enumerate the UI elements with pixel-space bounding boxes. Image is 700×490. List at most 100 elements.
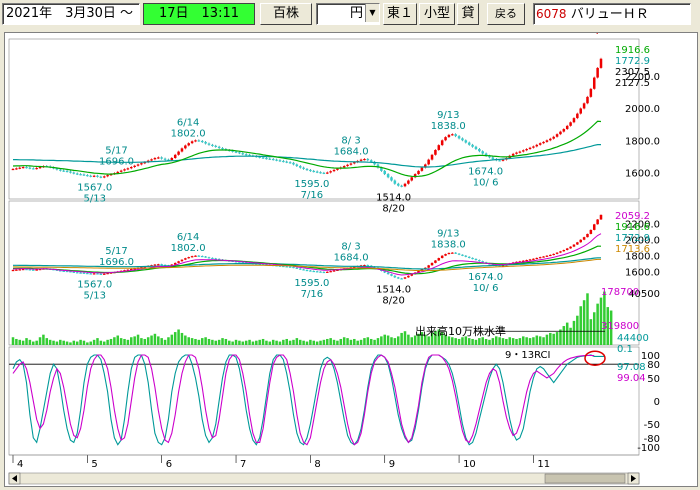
panel2-candle <box>464 255 468 257</box>
panel2-candle <box>565 248 569 251</box>
volume-bar <box>596 303 599 345</box>
panel1-candle <box>278 160 282 162</box>
panel1-candle <box>369 160 373 162</box>
panel1-candle <box>481 151 484 154</box>
volume-bar <box>464 336 468 345</box>
panel2-candle <box>407 275 410 278</box>
panel2-axis-tick: 2200.0 <box>625 219 660 230</box>
volume-bar <box>396 336 400 345</box>
volume-bar <box>606 307 610 345</box>
panel1-annotation-date: 9/13 <box>437 110 459 121</box>
volume-bar <box>302 340 305 345</box>
panel1-candle <box>265 158 268 160</box>
panel1-candle <box>261 157 265 159</box>
panel2-candle <box>140 267 143 269</box>
panel2-candle <box>329 271 332 273</box>
panel2-ma-orange-line <box>13 258 601 272</box>
volume-legend-value: 178700 <box>601 287 639 298</box>
panel2-ma-long-line <box>13 257 601 270</box>
panel1-candle <box>484 153 488 156</box>
panel1-annotation-value: 1838.0 <box>431 121 466 132</box>
panel2-candle <box>386 272 390 275</box>
rci-legend-value: 97.08 <box>617 362 646 373</box>
panel2-candle <box>410 274 414 276</box>
volume-bar <box>491 338 495 345</box>
panel1-candle <box>403 183 407 187</box>
volume-bar <box>407 334 410 345</box>
market-text: 東１ <box>386 6 413 21</box>
panel1-legend-value: 1916.6 <box>615 45 650 56</box>
date-from-field[interactable]: 2021年 3月30日 ～ <box>2 3 140 25</box>
panel2-candle <box>393 275 397 278</box>
panel1-candle <box>72 172 76 174</box>
volume-bar <box>494 336 498 345</box>
panel2-candle <box>467 256 471 258</box>
panel2-ma-magenta-line <box>12 233 602 276</box>
panel1-candle <box>576 113 579 119</box>
panel1-candle <box>207 143 211 145</box>
panel2-candle <box>549 254 552 257</box>
panel1-candle <box>288 162 292 164</box>
panel2-candle <box>542 256 545 258</box>
panel1-candle <box>21 167 25 169</box>
rci-9-line <box>12 354 605 446</box>
panel1-candle <box>157 157 160 159</box>
panel2-candle <box>278 265 282 267</box>
volume-bar <box>572 320 576 345</box>
volume-bar <box>298 339 302 345</box>
panel1-candle <box>25 167 28 169</box>
panel1-candle <box>96 175 99 177</box>
volume-bar <box>349 339 353 345</box>
panel1-ma-short-line <box>12 120 602 178</box>
volume-bar <box>285 338 288 345</box>
panel1-candle <box>241 153 245 155</box>
volume-bar <box>454 338 457 345</box>
volume-bar <box>592 312 596 345</box>
panel2-candle <box>478 259 481 262</box>
panel1-candle <box>528 147 532 149</box>
volume-bar <box>241 341 245 345</box>
panel2-axis-tick: 1600.0 <box>625 268 660 279</box>
panel1-candle <box>295 164 299 167</box>
price-panel-1-frame <box>8 38 640 200</box>
volume-bar <box>437 329 441 345</box>
panel1-candle <box>62 170 65 172</box>
volume-bar <box>386 335 390 345</box>
panel1-candle <box>55 168 59 170</box>
volume-bar <box>173 332 177 345</box>
volume-bar <box>35 340 38 345</box>
panel1-candle <box>373 161 376 165</box>
panel1-candle <box>413 174 417 178</box>
panel2-candle <box>528 259 532 261</box>
volume-bar <box>167 337 170 345</box>
panel1-annotation-date: 7/16 <box>301 190 323 201</box>
volume-bar <box>549 332 552 345</box>
chevron-down-icon[interactable]: ▼ <box>365 4 379 22</box>
volume-bar <box>18 339 22 345</box>
volume-bar <box>217 339 221 345</box>
panel2-candle <box>234 261 238 263</box>
date-to-field[interactable]: 17日 13:11 <box>143 3 255 25</box>
panel1-candle <box>116 171 120 174</box>
panel2-candle <box>522 260 525 262</box>
panel2-candle <box>18 269 22 271</box>
back-button[interactable]: 戻る <box>487 3 525 25</box>
stock-code-field[interactable]: 6078 バリューＨＲ <box>533 3 691 25</box>
volume-bar <box>143 338 147 345</box>
panel1-candle <box>32 168 35 170</box>
panel2-axis-tick: 1800.0 <box>625 252 660 263</box>
volume-bar <box>89 341 92 345</box>
panel1-candle <box>238 152 241 154</box>
volume-bar <box>518 338 522 345</box>
panel1-candle <box>173 154 177 158</box>
panel2-candle <box>400 278 403 280</box>
panel1-candle <box>525 148 528 151</box>
panel1-candle <box>386 174 390 178</box>
panel2-legend-value: 1772.9 <box>615 233 650 244</box>
panel1-candle <box>285 161 288 163</box>
panel1-candle <box>444 137 447 141</box>
panel1-candle <box>282 160 285 163</box>
volume-bar <box>190 338 194 345</box>
panel2-candle <box>403 277 407 279</box>
currency-select[interactable]: 円 ▼ <box>316 3 380 25</box>
